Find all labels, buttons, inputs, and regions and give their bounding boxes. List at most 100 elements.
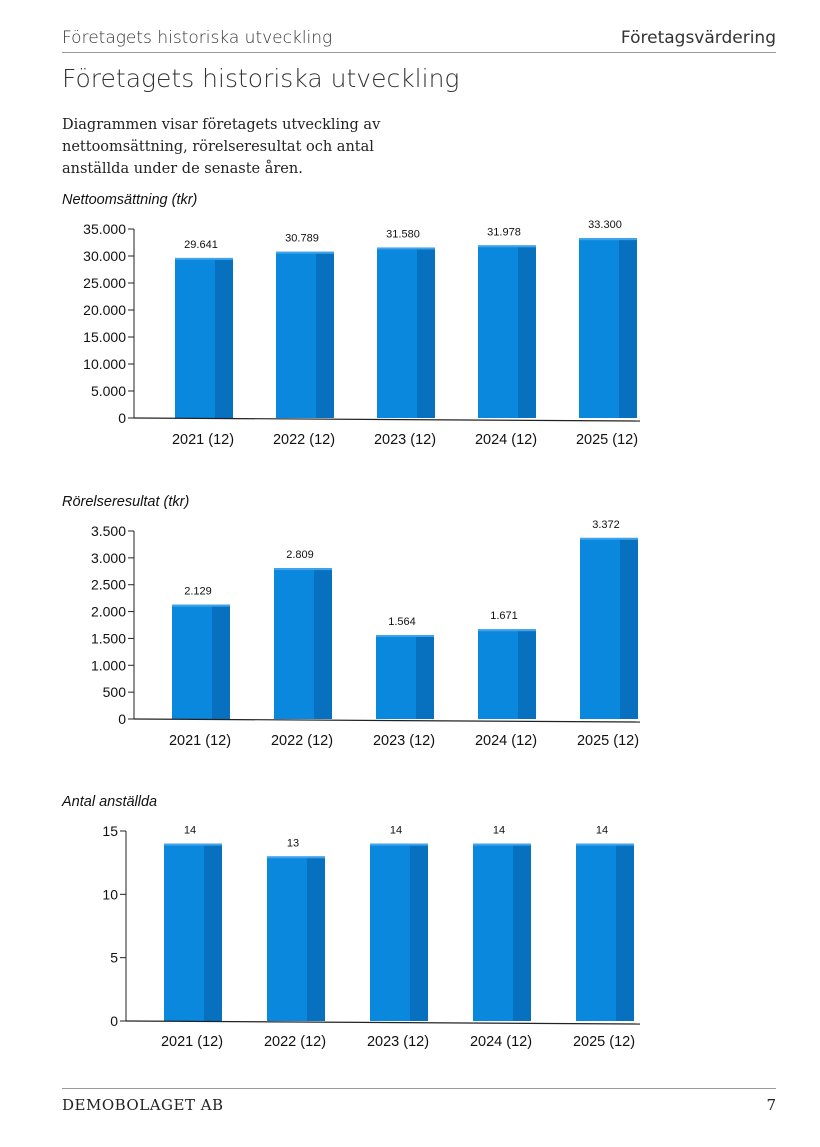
x-axis-line — [133, 718, 641, 723]
chart-title-antal-anstallda: Antal anställda — [62, 794, 158, 810]
y-tick-label: 3.000 — [91, 550, 126, 566]
data-label: 14 — [493, 825, 505, 837]
bar-top — [579, 238, 637, 241]
bar-side — [416, 634, 434, 719]
bar-front — [478, 245, 518, 418]
y-tick-label: 10.000 — [83, 356, 126, 372]
bar-side — [316, 251, 334, 418]
data-label: 1.564 — [388, 616, 416, 628]
bar-front — [473, 843, 513, 1021]
footer-page-number: 7 — [766, 1096, 776, 1114]
data-label: 14 — [390, 825, 402, 837]
data-label: 29.641 — [184, 239, 218, 251]
bar-front — [377, 247, 417, 418]
y-tick-label: 5.000 — [91, 383, 126, 399]
x-tick-label: 2022 (12) — [273, 432, 335, 448]
bar-side — [204, 843, 222, 1021]
x-tick-label: 2024 (12) — [470, 1034, 532, 1050]
x-tick-label: 2024 (12) — [475, 432, 537, 448]
y-tick-label: 2.000 — [91, 604, 126, 620]
bar-top — [580, 537, 638, 540]
intro-paragraph: Diagrammen visar företagets utveckling a… — [62, 117, 381, 177]
bar-front — [478, 629, 518, 719]
bar — [164, 843, 222, 1021]
y-tick-label: 15 — [102, 823, 118, 839]
data-label: 13 — [287, 837, 299, 849]
bar — [175, 257, 233, 418]
y-tick-label: 1.000 — [91, 657, 126, 673]
header-divider — [62, 52, 776, 53]
y-tick-label: 2.500 — [91, 577, 126, 593]
bar — [370, 843, 428, 1021]
bar-side — [212, 604, 230, 719]
bar-top — [172, 604, 230, 607]
x-tick-label: 2023 (12) — [373, 733, 435, 749]
data-label: 14 — [184, 825, 196, 837]
bar-top — [376, 634, 434, 637]
y-tick-label: 0 — [110, 1013, 118, 1029]
y-tick-label: 15.000 — [83, 329, 126, 345]
bar — [473, 843, 531, 1021]
y-tick-label: 3.500 — [91, 523, 126, 539]
bar — [579, 238, 637, 418]
x-tick-label: 2025 (12) — [573, 1034, 635, 1050]
bar-top — [576, 843, 634, 846]
bar-front — [579, 238, 619, 418]
y-tick-label: 5 — [110, 950, 118, 966]
bar-side — [616, 843, 634, 1021]
y-tick-label: 20.000 — [83, 302, 126, 318]
data-label: 2.129 — [184, 586, 212, 598]
y-tick-label: 500 — [103, 684, 127, 700]
bar — [580, 537, 638, 719]
bar-top — [478, 629, 536, 632]
bar-side — [410, 843, 428, 1021]
bar-top — [164, 843, 222, 846]
bar-top — [274, 568, 332, 571]
bar — [377, 247, 435, 418]
bar-top — [473, 843, 531, 846]
bar-front — [175, 257, 215, 418]
footer-divider — [62, 1088, 776, 1089]
bar-side — [518, 629, 536, 719]
x-tick-label: 2022 (12) — [271, 733, 333, 749]
bar-side — [620, 537, 638, 719]
bar — [172, 604, 230, 719]
bar-side — [314, 568, 332, 719]
bar-front — [164, 843, 204, 1021]
bar-top — [377, 247, 435, 250]
bar-front — [172, 604, 212, 719]
x-tick-label: 2021 (12) — [161, 1034, 223, 1050]
bar-front — [576, 843, 616, 1021]
bar — [376, 634, 434, 719]
y-tick-label: 35.000 — [83, 221, 126, 237]
bar-front — [376, 634, 416, 719]
data-label: 3.372 — [592, 519, 620, 531]
bar-side — [215, 257, 233, 418]
y-tick-label: 25.000 — [83, 275, 126, 291]
bar-side — [619, 238, 637, 418]
data-label: 14 — [596, 825, 608, 837]
bar-top — [276, 251, 334, 254]
x-tick-label: 2025 (12) — [577, 733, 639, 749]
data-label: 31.978 — [487, 226, 521, 238]
bar-top — [175, 257, 233, 260]
header-section-title: Företagets historiska utveckling — [62, 28, 333, 48]
data-label: 1.671 — [490, 610, 518, 622]
page-title: Företagets historiska utveckling — [62, 64, 460, 93]
y-tick-label: 10 — [102, 886, 118, 902]
footer-company-name: DEMOBOLAGET AB — [62, 1096, 224, 1114]
bar — [576, 843, 634, 1021]
data-label: 2.809 — [286, 549, 314, 561]
bar — [478, 629, 536, 719]
bar-side — [307, 856, 325, 1021]
x-axis-line — [125, 1020, 641, 1025]
chart-nettoomsattning: 0 5.000 10.000 15.000 20.000 25.000 30.000 35.0… — [83, 219, 641, 448]
bar — [276, 251, 334, 418]
x-tick-label: 2025 (12) — [576, 432, 638, 448]
y-tick-label: 1.500 — [91, 630, 126, 646]
y-tick-label: 0 — [118, 410, 126, 426]
data-label: 33.300 — [588, 219, 622, 231]
bar-side — [417, 247, 435, 418]
chart-antal-anstallda: 0 5 10 15 14 2021 (12) 13 2022 (12) 14 2023 (12) 1… — [102, 823, 641, 1050]
